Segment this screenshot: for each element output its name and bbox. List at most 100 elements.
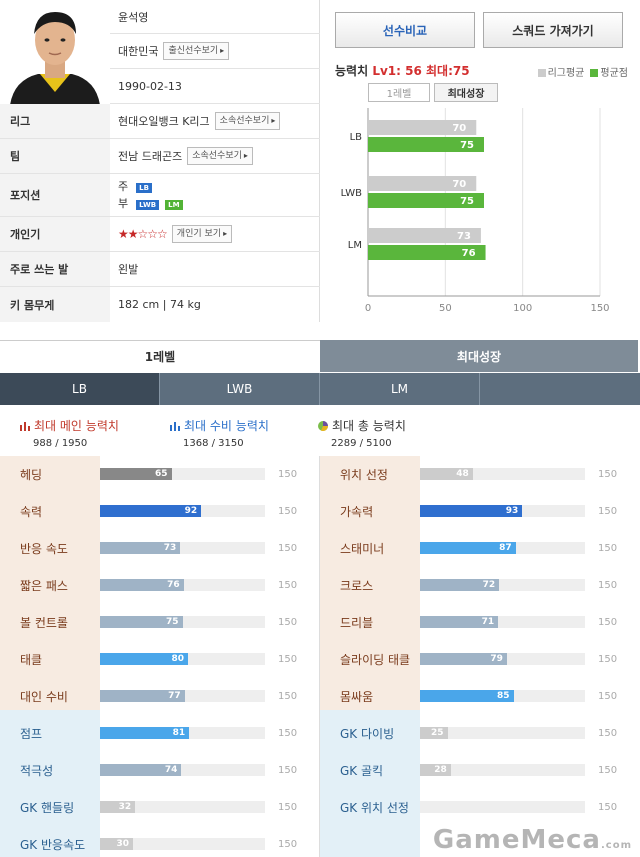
- stat-row: 대인 수비 77 150: [0, 678, 320, 715]
- stat-row: 가속력 93 150: [320, 493, 640, 530]
- position-tabs: LB LWB LM: [0, 373, 640, 405]
- stat-row: 반응 속도 73 150: [0, 530, 320, 567]
- stat-max: 150: [598, 469, 618, 480]
- chart-bar-label: 70: [452, 123, 466, 134]
- stat-bar: 73: [100, 542, 181, 554]
- stat-bar-track: 71: [420, 616, 585, 628]
- bar-chart-icon: [20, 421, 30, 431]
- stat-bar-track: 92: [100, 505, 265, 517]
- chart-bar: [368, 193, 484, 208]
- stat-row: 짧은 패스 76 150: [0, 567, 320, 604]
- stat-bar: 71: [420, 616, 499, 628]
- stat-max: 150: [598, 543, 618, 554]
- team-row: 팀 전남 드래곤즈 소속선수보기 ▸: [0, 139, 320, 174]
- birth-row: 1990-02-13: [110, 69, 320, 104]
- stat-bar-track: 25: [420, 727, 585, 739]
- player-compare-button[interactable]: 선수비교: [335, 12, 475, 48]
- stat-value: 72: [482, 580, 496, 590]
- stat-bar: 76: [100, 579, 184, 591]
- stat-row: 헤딩 65 150: [0, 456, 320, 493]
- chart-tab-level1[interactable]: 1레벨: [368, 83, 430, 102]
- legend-swatch-avg: [590, 69, 599, 77]
- stat-value: 75: [165, 617, 179, 627]
- stat-row: GK 다이빙 25 150: [320, 715, 640, 752]
- stat-value: 76: [167, 580, 180, 590]
- main-position-label: 주: [118, 180, 129, 193]
- skill-view-button[interactable]: 개인기 보기 ▸: [171, 225, 233, 243]
- tab-position-lm[interactable]: LM: [320, 373, 480, 405]
- stat-max: 150: [278, 839, 298, 850]
- sub-position-tag: LM: [165, 200, 183, 210]
- stat-value: 79: [490, 654, 503, 664]
- chart-category-label: LB: [350, 132, 363, 143]
- chart-tab-max-growth[interactable]: 최대성장: [434, 83, 498, 102]
- tab-level1[interactable]: 1레벨: [0, 340, 320, 372]
- stat-max: 150: [278, 580, 298, 591]
- stat-bar-track: 75: [100, 616, 265, 628]
- player-name: 윤석영: [118, 10, 149, 24]
- country-players-button[interactable]: 출신선수보기 ▸: [163, 42, 230, 60]
- stat-name: 스태미너: [340, 542, 385, 556]
- stat-name: 점프: [20, 727, 43, 741]
- stat-max: 150: [598, 728, 618, 739]
- stat-bar-track: 32: [100, 801, 265, 813]
- ability-label: 능력치: [335, 64, 369, 78]
- stat-max: 150: [598, 802, 618, 813]
- summary-total: 최대 총 능력치 2289 / 5100: [318, 417, 406, 449]
- chart-bar-label: 73: [457, 231, 471, 242]
- tab-position-lb[interactable]: LB: [0, 373, 160, 405]
- stat-row: 볼 컨트롤 75 150: [0, 604, 320, 641]
- stat-max: 150: [278, 469, 298, 480]
- foot-value: 왼발: [118, 263, 139, 276]
- foot-row: 주로 쓰는 발 왼발: [0, 252, 320, 287]
- stat-name: 속력: [20, 505, 43, 519]
- chart-bar: [368, 176, 477, 191]
- stat-max: 150: [278, 543, 298, 554]
- stat-name: 가속력: [340, 505, 374, 519]
- stat-bar: 79: [420, 653, 507, 665]
- stat-max: 150: [278, 765, 298, 776]
- stat-bar: 92: [100, 505, 202, 517]
- ability-summary: 최대 메인 능력치 988 / 1950 최대 수비 능력치 1368 / 31…: [0, 405, 640, 455]
- stat-bar-track: 73: [100, 542, 265, 554]
- stat-value: 74: [164, 765, 178, 775]
- stat-row: GK 핸들링 32 150: [0, 789, 320, 826]
- stat-bar-track: 74: [100, 764, 265, 776]
- team-players-button[interactable]: 소속선수보기 ▸: [187, 147, 253, 165]
- stat-row: GK 골킥 28 150: [320, 752, 640, 789]
- skill-stars: ★★☆☆☆: [118, 227, 168, 241]
- position-row: 포지션 주 LB 부 LWB LM: [0, 174, 320, 217]
- league-players-button[interactable]: 소속선수보기 ▸: [214, 112, 281, 130]
- stat-bar: 32: [100, 801, 136, 813]
- stat-bar-track: 79: [420, 653, 585, 665]
- stat-value: 32: [118, 802, 132, 812]
- ability-value: Lv1: 56 최대:75: [372, 64, 470, 78]
- stat-max: 150: [598, 691, 618, 702]
- stat-max: 150: [278, 802, 298, 813]
- stat-max: 150: [278, 691, 298, 702]
- stat-row: GK 위치 선정 150: [320, 789, 640, 826]
- summary-main: 최대 메인 능력치 988 / 1950: [20, 417, 119, 449]
- tab-position-lwb[interactable]: LWB: [160, 373, 320, 405]
- body-value: 182 cm | 74 kg: [118, 298, 201, 311]
- chart-bar: [368, 245, 486, 260]
- stat-bar: 72: [420, 579, 500, 591]
- stat-row: 적극성 74 150: [0, 752, 320, 789]
- stat-bar-track: 87: [420, 542, 585, 554]
- stat-bar: 87: [420, 542, 516, 554]
- stat-row: 속력 92 150: [0, 493, 320, 530]
- stat-bar-track: 28: [420, 764, 585, 776]
- stats-divider: [319, 456, 320, 857]
- summary-defense-title: 최대 수비 능력치: [184, 419, 269, 433]
- summary-defense-value: 1368 / 3150: [183, 438, 244, 449]
- body-label: 키 몸무게: [0, 287, 110, 322]
- stat-value: 93: [505, 506, 519, 516]
- stat-bar-track: 76: [100, 579, 265, 591]
- chart-bar-label: 70: [452, 179, 466, 190]
- take-squad-button[interactable]: 스쿼드 가져가기: [483, 12, 623, 48]
- tab-max-growth[interactable]: 최대성장: [320, 340, 638, 372]
- stat-bar: 65: [100, 468, 172, 480]
- chart-tick-label: 50: [439, 303, 452, 314]
- main-position-tag: LB: [136, 183, 152, 193]
- team-label: 팀: [0, 139, 110, 173]
